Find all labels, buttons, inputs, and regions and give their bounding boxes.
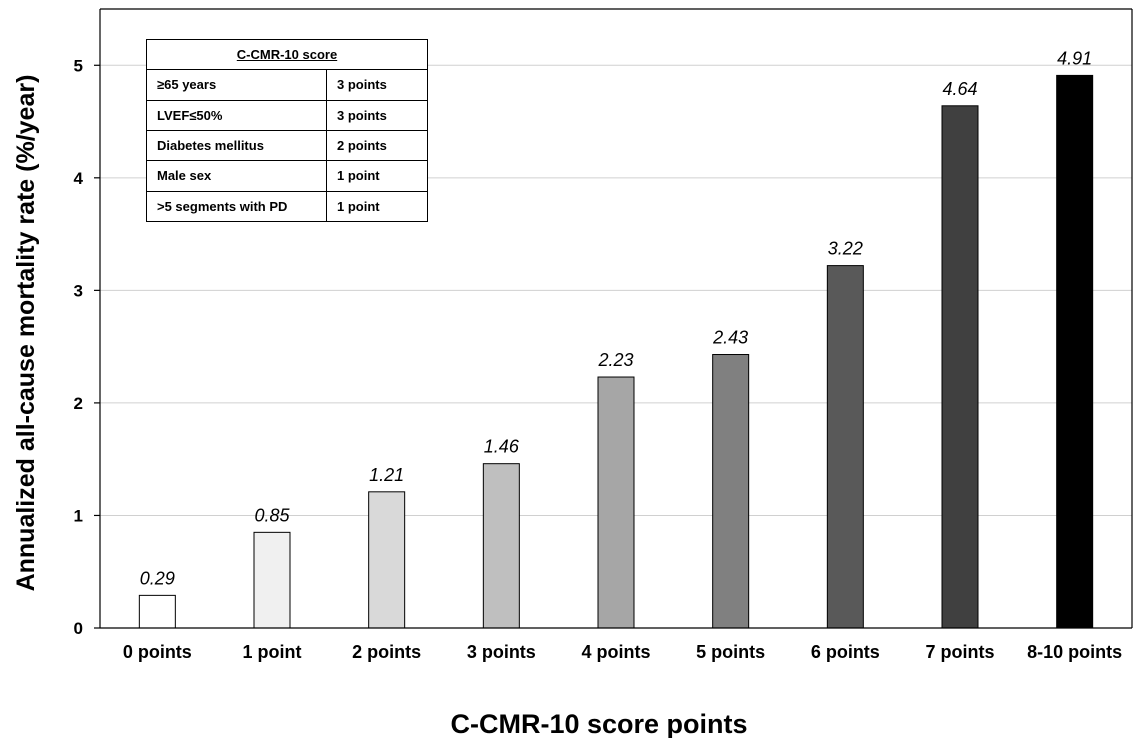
- table-row: Male sex 1 point: [146, 160, 428, 192]
- criterion-cell: ≥65 years: [146, 69, 327, 101]
- bar: [368, 491, 406, 629]
- criterion-cell: Male sex: [146, 160, 327, 192]
- y-tick-labels: 0 1 2 3 4 5: [74, 56, 84, 638]
- x-tick-label: 8-10 points: [1027, 642, 1122, 662]
- x-tick-label: 4 points: [581, 642, 650, 662]
- x-tick-label: 1 point: [243, 642, 302, 662]
- x-tick-labels: 0 points 1 point 2 points 3 points 4 points 5…: [123, 642, 1122, 662]
- y-tick-label: 2: [74, 394, 83, 413]
- x-tick-label: 0 points: [123, 642, 192, 662]
- table-row: LVEF≤50% 3 points: [146, 99, 428, 131]
- x-tick-label: 3 points: [467, 642, 536, 662]
- x-tick-label: 6 points: [811, 642, 880, 662]
- y-tick-label: 3: [74, 281, 83, 300]
- data-label: 1.21: [369, 465, 404, 485]
- x-tick-label: 5 points: [696, 642, 765, 662]
- data-label: 4.64: [942, 79, 977, 99]
- y-tick-label: 4: [74, 169, 84, 188]
- table-row: Diabetes mellitus 2 points: [146, 129, 428, 162]
- y-tick-label: 0: [74, 619, 83, 638]
- x-tick-label: 2 points: [352, 642, 421, 662]
- data-labels: 0.29 0.85 1.21 1.46 2.23 2.43 3.22 4.64 4.91: [140, 48, 1092, 588]
- points-cell: 3 points: [326, 69, 428, 101]
- x-tick-label: 7 points: [925, 642, 994, 662]
- y-tick-label: 5: [74, 56, 83, 75]
- bar: [253, 531, 291, 629]
- data-label: 4.91: [1057, 48, 1092, 68]
- data-label: 1.46: [484, 437, 520, 457]
- data-label: 2.23: [597, 350, 633, 370]
- criterion-cell: Diabetes mellitus: [146, 129, 327, 162]
- bar: [1056, 74, 1094, 629]
- x-axis-title: C-CMR-10 score points: [450, 709, 747, 738]
- bar: [482, 463, 520, 629]
- bars: [138, 74, 1094, 629]
- y-tick-label: 1: [74, 506, 83, 525]
- bar: [941, 105, 979, 629]
- score-table-header: C-CMR-10 score: [146, 38, 428, 71]
- data-label: 2.43: [712, 328, 748, 348]
- data-label: 3.22: [828, 239, 863, 259]
- criterion-cell: LVEF≤50%: [146, 99, 327, 131]
- points-cell: 1 point: [326, 160, 428, 192]
- y-axis-title: Annualized all-cause mortality rate (%/y…: [12, 75, 40, 592]
- bar: [597, 376, 635, 629]
- bar: [138, 594, 176, 629]
- bar: [826, 265, 864, 629]
- bar: [712, 354, 750, 629]
- points-cell: 3 points: [326, 99, 428, 131]
- score-table: C-CMR-10 score ≥65 years 3 points LVEF≤5…: [146, 38, 428, 223]
- table-row: >5 segments with PD 1 point: [146, 190, 428, 223]
- points-cell: 1 point: [326, 190, 428, 223]
- axes: [94, 8, 1133, 629]
- points-cell: 2 points: [326, 129, 428, 162]
- data-label: 0.29: [140, 568, 175, 588]
- data-label: 0.85: [254, 505, 290, 525]
- table-row: ≥65 years 3 points: [146, 69, 428, 101]
- criterion-cell: >5 segments with PD: [146, 190, 327, 223]
- score-table-header-row: C-CMR-10 score: [146, 38, 428, 71]
